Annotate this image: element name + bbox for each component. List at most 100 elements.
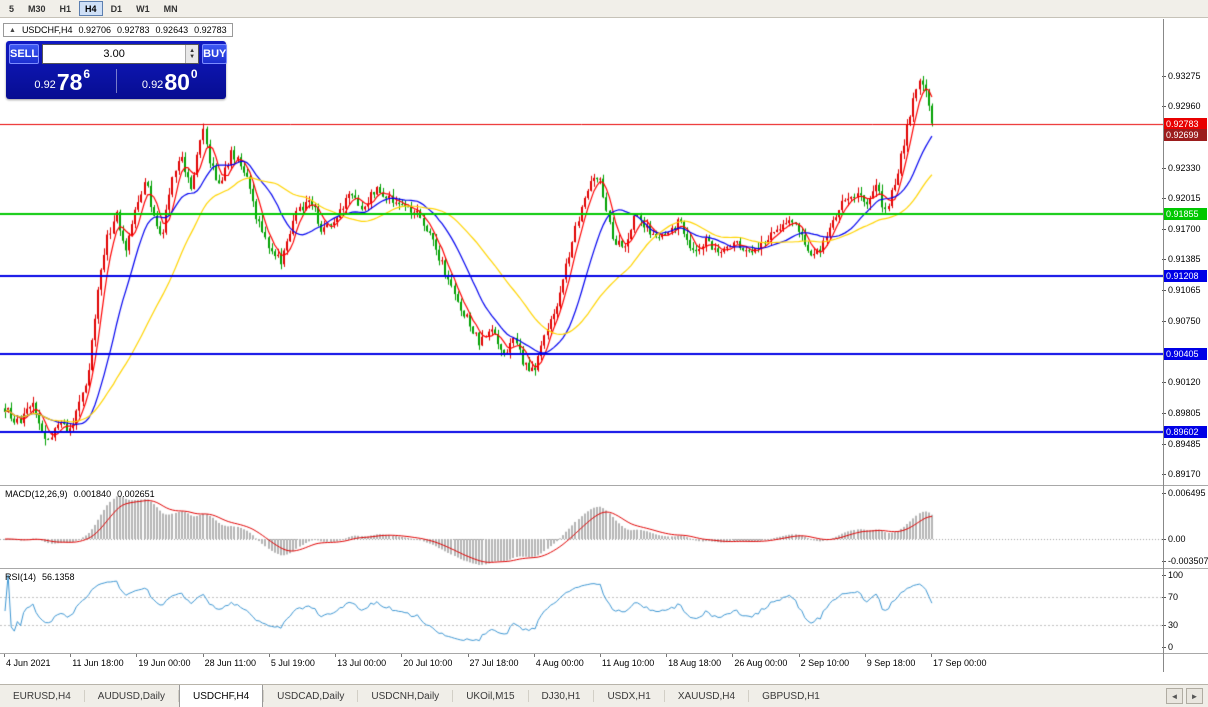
- date-axis-label: 28 Jun 11:00: [204, 658, 257, 668]
- date-axis-label: 4 Jun 2021: [6, 658, 51, 668]
- date-axis[interactable]: 4 Jun 2021 11 Jun 18:00 19 Jun 00:00 28 Jun…: [0, 654, 1208, 672]
- timeframe-button-h4[interactable]: H4: [79, 1, 103, 16]
- buy-price-pip: 0: [190, 67, 198, 81]
- macd-axis-label: -0.003507: [1162, 556, 1208, 566]
- stepper-up-icon[interactable]: ▲: [189, 48, 196, 54]
- price-tag-0.92783: 0.92783: [1164, 117, 1207, 130]
- price-axis-label: 0.91065: [1162, 285, 1201, 296]
- volume-field: ▲ ▼: [42, 44, 200, 64]
- price-tag-0.91208: 0.91208: [1164, 270, 1207, 283]
- price-tag-0.90405: 0.90405: [1164, 348, 1207, 361]
- date-axis-label: 11 Jun 18:00: [72, 658, 124, 668]
- panel-separator[interactable]: [0, 485, 1208, 486]
- date-axis-label: 9 Sep 18:00: [866, 658, 916, 668]
- timeframe-button-5[interactable]: 5: [9, 3, 15, 14]
- price-axis[interactable]: 0.92783 0.91855 0.91208 0.90405 0.89602 0.926…: [1162, 19, 1208, 485]
- rsi-axis-label: 70: [1161, 591, 1179, 602]
- date-tick: [335, 654, 337, 657]
- tab-eurusd-h4[interactable]: EURUSD,H4: [13, 690, 71, 702]
- date-tick: [732, 654, 734, 657]
- tab-separator: [263, 690, 265, 702]
- price-axis-label: 0.92960: [1162, 101, 1201, 112]
- ohlc-low: 0.92643: [155, 25, 189, 35]
- sell-price-big: 78: [56, 69, 83, 95]
- macd-label: MACD(12,26,9) 0.001840 0.002651: [5, 489, 155, 499]
- date-tick: [599, 654, 601, 657]
- tab-dj30-h1[interactable]: DJ30,H1: [541, 690, 581, 702]
- price-axis-label: 0.91385: [1162, 254, 1201, 265]
- tabs-scroll-left-button[interactable]: ◄: [1166, 688, 1183, 704]
- date-tick: [864, 654, 866, 657]
- date-axis-label: 18 Aug 18:00: [668, 658, 722, 668]
- tabs-scroll-right-button[interactable]: ►: [1186, 688, 1203, 704]
- tab-separator: [593, 690, 595, 702]
- timeframe-toolbar: 5 M30 H1 H4 D1 W1 MN: [0, 0, 1208, 18]
- tab-xauusd-h4[interactable]: XAUUSD,H4: [677, 690, 736, 702]
- date-axis-label: 26 Aug 00:00: [734, 658, 788, 668]
- date-tick: [202, 654, 204, 657]
- sell-price[interactable]: 0.92 78 6: [9, 66, 116, 96]
- timeframe-button-w1[interactable]: W1: [136, 3, 150, 14]
- tab-usdchf-h4[interactable]: USDCHF,H4: [179, 685, 264, 707]
- bid-price-tag: 0.92699: [1164, 128, 1207, 141]
- sell-price-prefix: 0.92: [34, 79, 56, 91]
- macd-main-value: 0.001840: [73, 489, 112, 499]
- rsi-canvas[interactable]: [0, 569, 1163, 653]
- volume-input[interactable]: [43, 45, 186, 63]
- date-axis-label: 2 Sep 10:00: [800, 658, 850, 668]
- price-axis-label: 0.89805: [1162, 407, 1201, 418]
- buy-price-big: 80: [164, 69, 190, 95]
- collapse-panel-icon[interactable]: ▲: [9, 26, 16, 34]
- chart-ohlc-header: ▲ USDCHF,H4 0.92706 0.92783 0.92643 0.92…: [3, 23, 233, 37]
- buy-button[interactable]: BUY: [202, 44, 228, 64]
- tabs-scroll-controls: ◄ ►: [1166, 685, 1208, 707]
- tab-separator: [452, 690, 454, 702]
- stepper-down-icon[interactable]: ▼: [189, 54, 196, 60]
- tab-usdx-h1[interactable]: USDX,H1: [607, 690, 651, 702]
- chart-tabs-bar: EURUSD,H4 AUDUSD,Daily USDCHF,H4 USDCAD,Dai…: [0, 684, 1208, 707]
- price-axis-label: 0.90750: [1162, 315, 1201, 326]
- price-axis-label: 0.92330: [1162, 162, 1201, 173]
- price-axis-label: 0.89485: [1162, 438, 1201, 449]
- tab-separator: [357, 690, 359, 702]
- timeframe-button-h1[interactable]: H1: [59, 3, 72, 14]
- date-axis-label: 20 Jul 10:00: [403, 658, 453, 668]
- sell-price-pip: 6: [83, 67, 91, 81]
- ohlc-high: 0.92783: [117, 25, 150, 35]
- macd-canvas[interactable]: [0, 486, 1163, 568]
- ohlc-open: 0.92706: [78, 25, 111, 35]
- buy-price[interactable]: 0.92 80 0: [117, 66, 224, 96]
- date-tick: [70, 654, 72, 657]
- date-tick: [931, 654, 932, 657]
- tab-audusd-daily[interactable]: AUDUSD,Daily: [97, 690, 166, 702]
- ohlc-close: 0.92783: [194, 25, 227, 35]
- tab-separator: [178, 690, 180, 702]
- timeframe-button-m30[interactable]: M30: [28, 3, 46, 14]
- date-tick: [268, 654, 270, 657]
- price-divider: [115, 69, 117, 93]
- tab-usdcnh-daily[interactable]: USDCNH,Daily: [371, 690, 440, 702]
- price-axis-label: 0.91700: [1162, 223, 1201, 234]
- tab-usdcad-daily[interactable]: USDCAD,Daily: [277, 690, 345, 702]
- price-axis-separator: [1163, 19, 1164, 672]
- tab-ukoil-m15[interactable]: UKOil,M15: [466, 690, 515, 702]
- rsi-axis-label: 100: [1161, 570, 1184, 580]
- date-axis-label: 11 Aug 10:00: [601, 658, 655, 668]
- rsi-axis-label: 30: [1161, 620, 1179, 631]
- volume-stepper[interactable]: ▲ ▼: [185, 45, 199, 63]
- sell-button[interactable]: SELL: [9, 44, 40, 64]
- one-click-trading-panel: SELL ▲ ▼ BUY 0.92 78 6: [6, 41, 228, 99]
- tab-separator: [527, 690, 529, 702]
- panel-separator[interactable]: [0, 568, 1208, 569]
- date-axis-label: 19 Jun 00:00: [138, 658, 191, 668]
- rsi-value: 56.1358: [42, 572, 75, 582]
- trade-panel-controls: SELL ▲ ▼ BUY: [9, 44, 228, 64]
- timeframe-button-d1[interactable]: D1: [110, 3, 123, 14]
- tab-gbpusd-h1[interactable]: GBPUSD,H1: [762, 690, 820, 702]
- price-chart-panel: ▲ USDCHF,H4 0.92706 0.92783 0.92643 0.92…: [0, 19, 1208, 485]
- chart-symbol-period: USDCHF,H4: [21, 25, 73, 35]
- timeframe-button-mn[interactable]: MN: [163, 3, 178, 14]
- price-axis-label: 0.93275: [1162, 70, 1201, 81]
- trade-panel-prices: 0.92 78 6 0.92 80 0: [9, 66, 223, 96]
